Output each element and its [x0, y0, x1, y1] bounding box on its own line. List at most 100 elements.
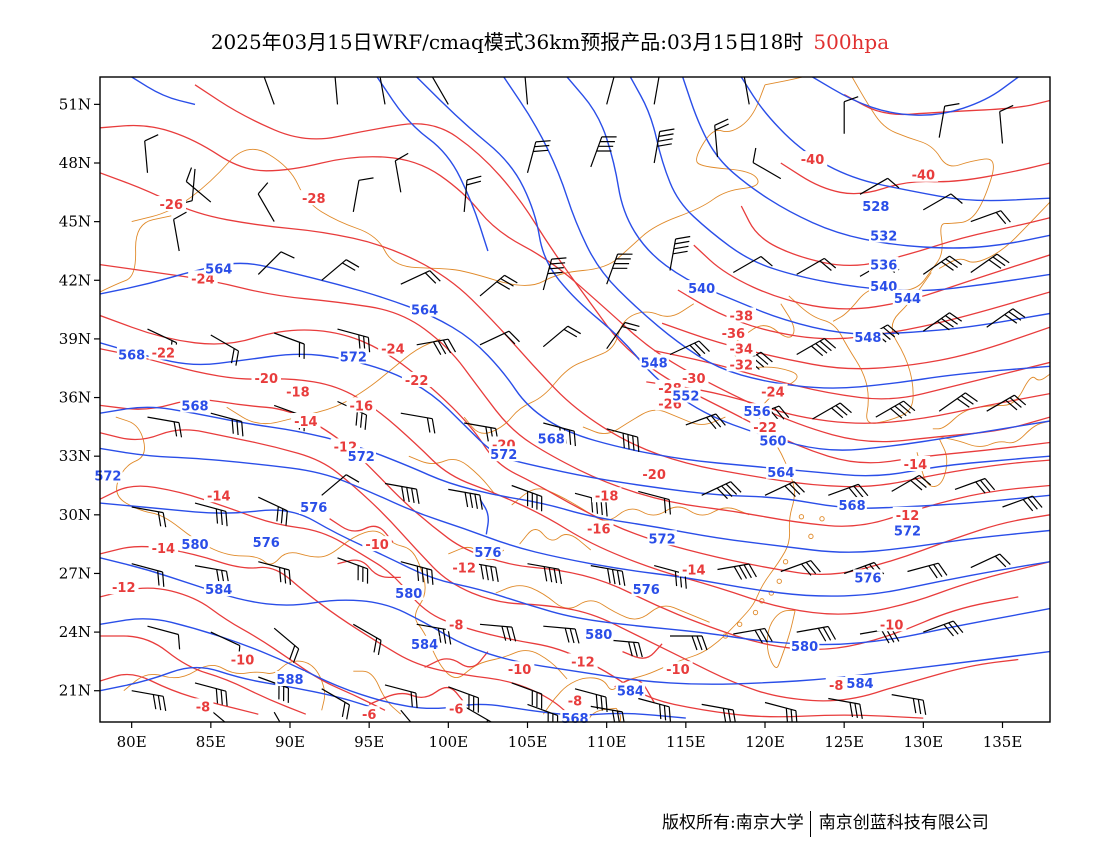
wind-barb	[1002, 495, 1043, 512]
height-contour	[682, 77, 1050, 249]
isotherm-label: -14	[904, 458, 928, 473]
isotherm-label-bg	[758, 383, 788, 399]
isotherm-label: -12	[452, 562, 476, 577]
lat-tick-label: 45N	[59, 213, 91, 231]
isotherm	[424, 651, 489, 668]
wind-barb	[210, 709, 226, 722]
isotherm	[100, 263, 1050, 527]
height-label-bg	[473, 543, 503, 559]
wind-barb	[210, 412, 244, 437]
wind-barb	[922, 193, 963, 211]
isotherm	[780, 162, 1050, 195]
isotherm-label: -10	[666, 663, 690, 678]
height-label-bg	[892, 522, 923, 538]
height-label: 572	[490, 448, 517, 463]
lat-tick-label: 42N	[59, 271, 91, 289]
isotherm	[368, 686, 465, 705]
island-outline	[768, 590, 774, 596]
wind-barb	[891, 474, 932, 492]
height-label-bg	[489, 446, 519, 462]
wind-barb	[131, 506, 167, 528]
wind-barb	[606, 77, 615, 105]
wind-barb	[669, 340, 710, 357]
height-label-bg	[892, 289, 923, 305]
isotherm-label: -16	[350, 399, 374, 414]
wind-barb	[352, 623, 382, 656]
height-contour	[740, 77, 1050, 202]
isotherm-label-bg	[908, 166, 939, 182]
boundary-line	[511, 488, 750, 521]
wind-barb	[526, 140, 551, 173]
lon-tick-label: 80E	[117, 733, 147, 751]
height-contour	[416, 77, 1050, 451]
height-label-bg	[615, 682, 646, 698]
isotherm-label-bg	[283, 383, 313, 399]
level-label: 500hpa	[813, 30, 890, 54]
boundary-line	[764, 77, 805, 86]
wind-barb	[400, 270, 441, 285]
wind-barb	[464, 561, 499, 583]
height-label: 576	[474, 546, 501, 561]
isotherm-label: -40	[801, 153, 825, 168]
height-label: 532	[870, 229, 897, 244]
wind-barb	[669, 235, 691, 271]
contour-labels: -40 -40 -28 -26 -24 -24 -22 -22 -20 -18 -16 -14 -12 -…	[93, 151, 939, 727]
isotherm-label: -20	[642, 468, 666, 483]
lon-tick-label: 85E	[196, 733, 226, 751]
boundary-line	[123, 660, 326, 711]
isotherm-label: -18	[286, 386, 310, 401]
boundary-line	[932, 373, 1050, 430]
height-label: 580	[585, 628, 612, 643]
wind-barb	[875, 400, 916, 419]
height-contour	[100, 666, 370, 708]
height-contour	[131, 77, 196, 106]
island-outline	[782, 559, 789, 565]
wind-barb	[764, 481, 805, 498]
island-outline	[819, 516, 825, 522]
height-label: 544	[894, 292, 921, 307]
wind-barb	[147, 416, 183, 438]
height-label-bg	[251, 534, 281, 550]
wind-barb	[173, 211, 187, 252]
height-label: 568	[561, 712, 588, 727]
wind-barb	[479, 330, 520, 346]
isotherm-label: -8	[829, 679, 843, 694]
wind-barb	[606, 428, 640, 452]
wind-barb	[717, 563, 757, 580]
wind-barb	[606, 321, 640, 350]
boundary-line	[463, 303, 695, 434]
height-label: 572	[94, 470, 121, 485]
height-label: 564	[767, 466, 794, 481]
isotherm	[654, 349, 1050, 400]
isotherm-label-bg	[346, 397, 376, 413]
wind-barb	[923, 620, 964, 637]
lat-tick-label: 27N	[59, 564, 91, 582]
lon-tick-label: 100E	[429, 733, 469, 751]
wind-barb	[574, 688, 608, 712]
isotherm-label-bg	[504, 661, 535, 677]
isotherm	[843, 94, 1050, 116]
isotherm	[337, 559, 401, 579]
height-contour	[812, 77, 1019, 116]
wind-barb	[258, 561, 291, 585]
wind-barb	[131, 690, 167, 712]
wind-barb	[970, 210, 1011, 225]
isotherm-label: -24	[381, 343, 405, 358]
island-outline	[776, 578, 782, 584]
wind-barb	[194, 682, 228, 707]
lon-tick-label: 90E	[275, 733, 305, 751]
boundary-line	[226, 338, 441, 425]
height-label-bg	[116, 346, 147, 362]
wind-barb	[986, 394, 1027, 412]
wind-barb	[743, 77, 750, 105]
height-label-bg	[837, 497, 867, 513]
isotherm-label-bg	[797, 151, 828, 167]
isotherm-label-bg	[148, 540, 179, 556]
height-label: 588	[276, 673, 303, 688]
wind-barb	[812, 402, 852, 420]
height-label-bg	[180, 397, 210, 413]
height-label: 528	[862, 200, 889, 215]
isotherm	[194, 84, 1050, 464]
height-label: 548	[641, 356, 668, 371]
wind-barb	[147, 625, 181, 650]
